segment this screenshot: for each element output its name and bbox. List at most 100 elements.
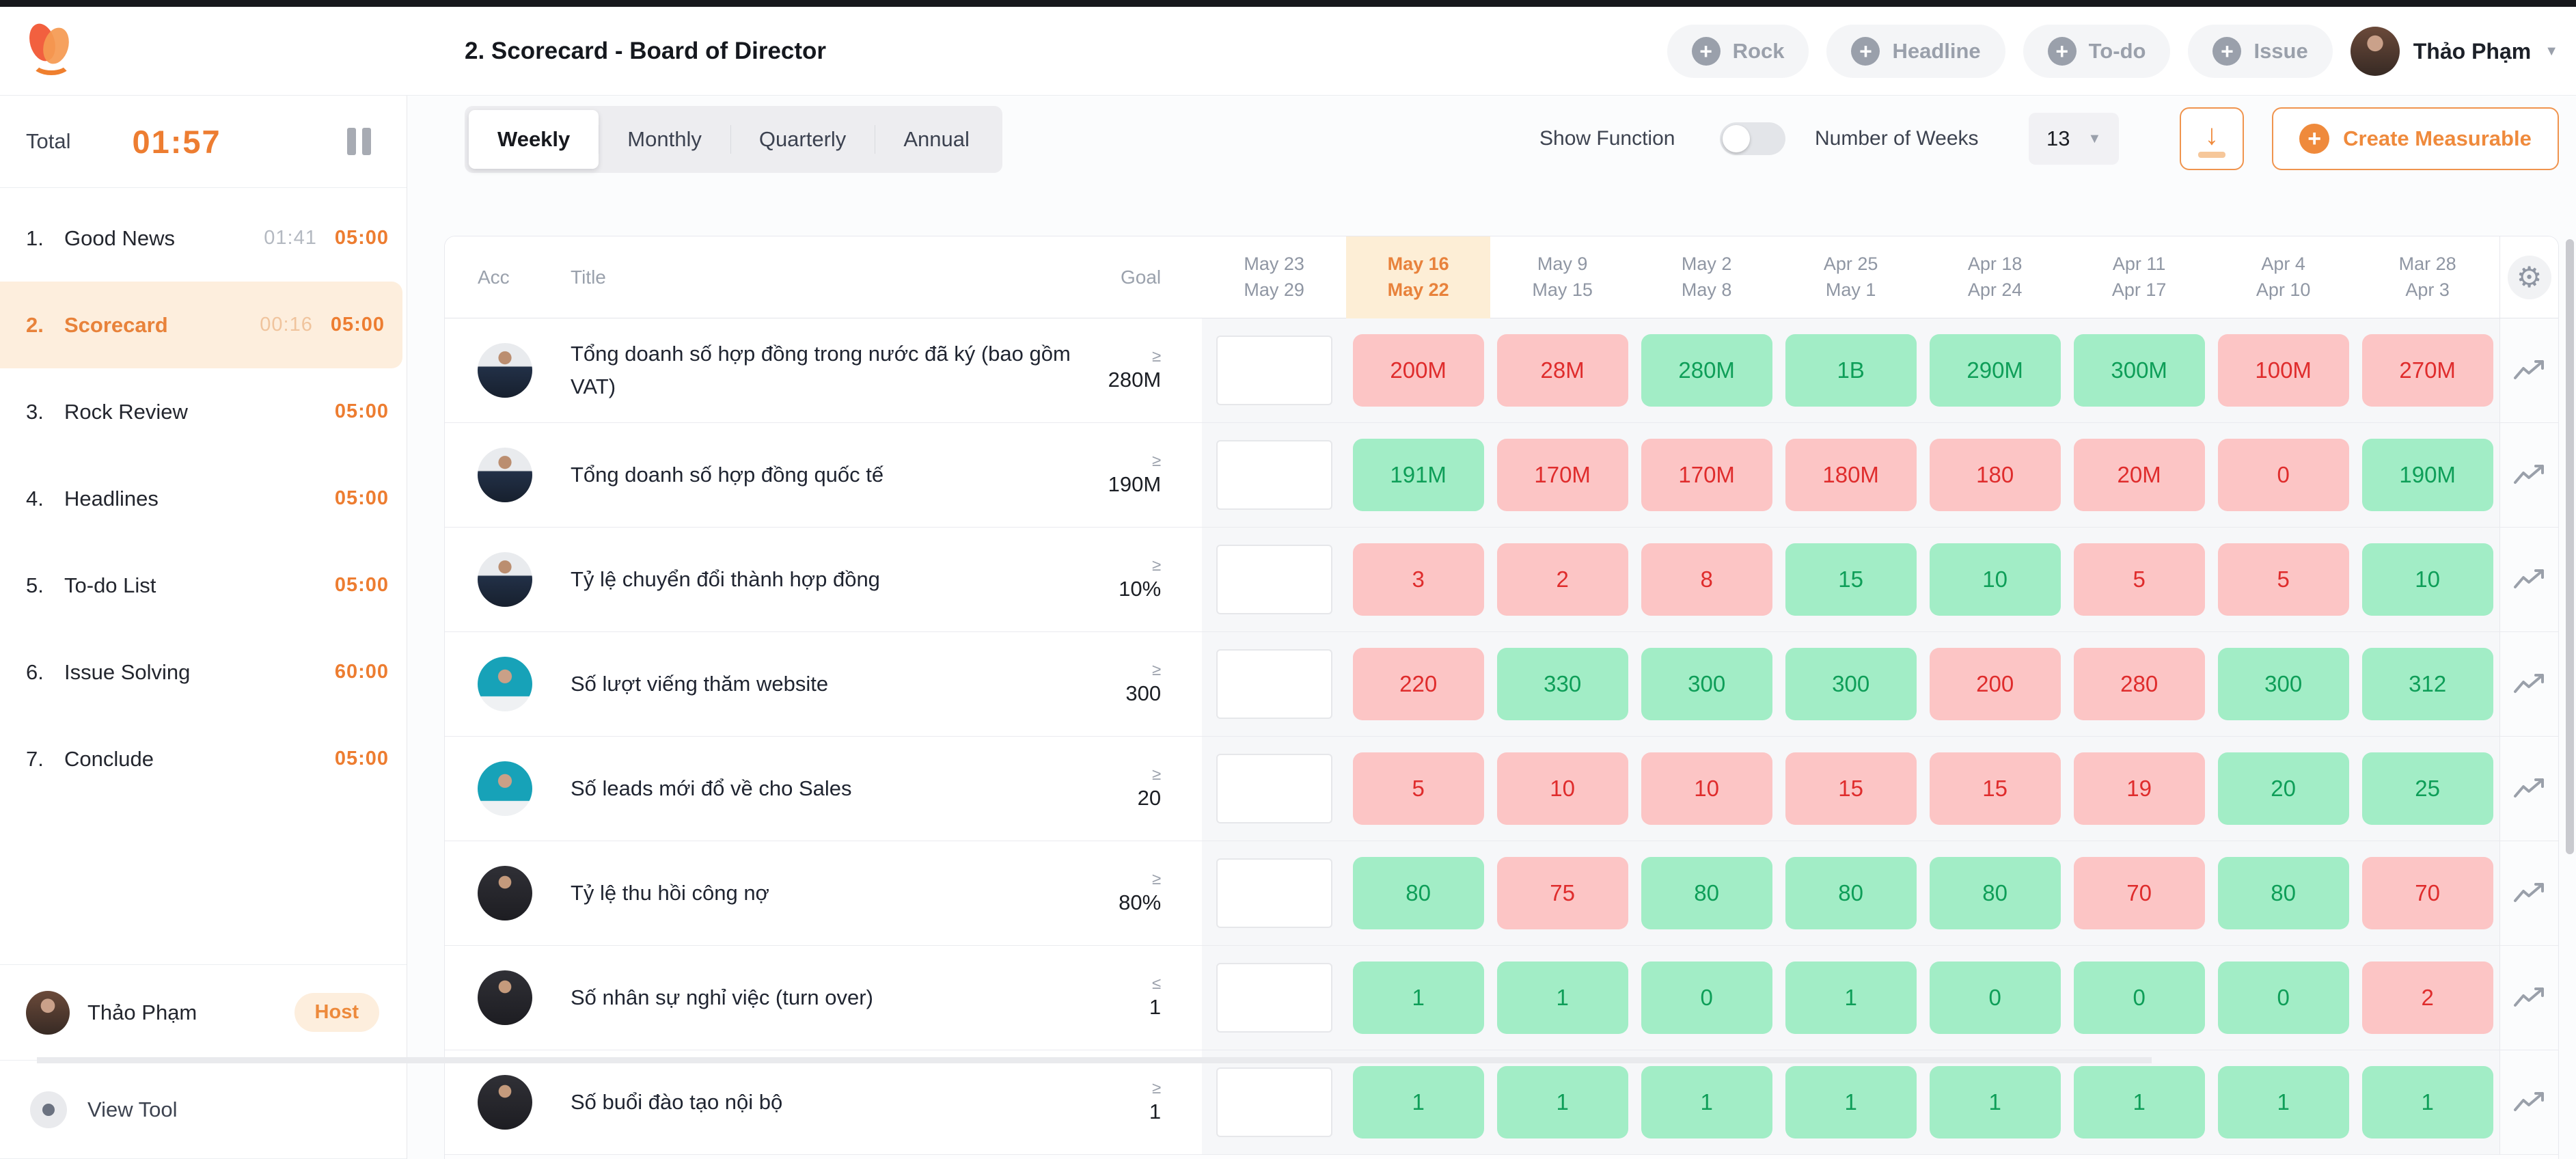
score-input[interactable] xyxy=(1216,440,1332,510)
score-cell[interactable]: 330 xyxy=(1496,648,1628,720)
score-cell[interactable]: 300M xyxy=(2073,334,2205,407)
score-cell[interactable]: 191M xyxy=(1352,439,1484,511)
score-cell[interactable]: 300 xyxy=(1785,648,1917,720)
trend-chart-icon[interactable] xyxy=(2513,776,2546,801)
score-cell[interactable]: 0 xyxy=(2217,439,2349,511)
score-cell[interactable]: 20M xyxy=(2073,439,2205,511)
download-button[interactable]: ↓ xyxy=(2180,107,2244,170)
score-cell[interactable]: 0 xyxy=(1929,962,2061,1034)
agenda-item-good-news[interactable]: 1. Good News 01:41 05:00 xyxy=(0,195,407,282)
user-menu[interactable]: Thảo Phạm ▼ xyxy=(2350,27,2558,76)
score-input[interactable] xyxy=(1216,545,1332,614)
agenda-item-scorecard[interactable]: 2. Scorecard 00:16 05:00 xyxy=(0,282,402,368)
owner-avatar[interactable] xyxy=(478,448,532,502)
score-cell[interactable]: 25 xyxy=(2361,752,2493,825)
score-cell[interactable]: 80 xyxy=(1641,857,1772,929)
owner-avatar[interactable] xyxy=(478,866,532,921)
score-cell[interactable]: 70 xyxy=(2361,857,2493,929)
score-cell[interactable]: 1 xyxy=(1641,1066,1772,1138)
tab-monthly[interactable]: Monthly xyxy=(599,110,730,169)
score-cell[interactable]: 15 xyxy=(1785,543,1917,616)
score-input[interactable] xyxy=(1216,1067,1332,1137)
table-scroll-band[interactable] xyxy=(37,1057,2152,1063)
vertical-scrollbar[interactable] xyxy=(2566,239,2574,854)
score-cell[interactable]: 290M xyxy=(1929,334,2061,407)
score-cell[interactable]: 280 xyxy=(2073,648,2205,720)
trend-chart-icon[interactable] xyxy=(2513,358,2546,383)
measurable-title[interactable]: Tổng doanh số hợp đồng quốc tế xyxy=(571,462,884,487)
score-cell[interactable]: 1 xyxy=(2073,1066,2205,1138)
measurable-title[interactable]: Tỷ lệ chuyển đổi thành hợp đồng xyxy=(571,567,880,591)
show-function-toggle[interactable] xyxy=(1720,122,1785,155)
score-cell[interactable]: 1 xyxy=(2217,1066,2349,1138)
trend-chart-icon[interactable] xyxy=(2513,1090,2546,1115)
number-of-weeks-select[interactable]: 13 ▼ xyxy=(2029,113,2120,165)
view-tool-button[interactable]: View Tool xyxy=(0,1060,407,1159)
score-cell[interactable]: 0 xyxy=(2217,962,2349,1034)
week-column-header[interactable]: Apr 11 Apr 17 xyxy=(2111,254,2167,300)
score-cell[interactable]: 180 xyxy=(1929,439,2061,511)
measurable-title[interactable]: Số leads mới đổ về cho Sales xyxy=(571,776,852,800)
score-cell[interactable]: 180M xyxy=(1785,439,1917,511)
score-cell[interactable]: 1 xyxy=(1352,1066,1484,1138)
score-cell[interactable]: 0 xyxy=(1641,962,1772,1034)
score-input[interactable] xyxy=(1216,649,1332,719)
score-cell[interactable]: 170M xyxy=(1641,439,1772,511)
week-column-header[interactable]: May 9 May 15 xyxy=(1532,254,1593,300)
score-cell[interactable]: 5 xyxy=(2073,543,2205,616)
score-cell[interactable]: 28M xyxy=(1496,334,1628,407)
score-cell[interactable]: 80 xyxy=(1929,857,2061,929)
measurable-title[interactable]: Tổng doanh số hợp đồng trong nước đã ký … xyxy=(571,341,1071,398)
score-cell[interactable]: 3 xyxy=(1352,543,1484,616)
score-cell[interactable]: 1 xyxy=(2361,1066,2493,1138)
table-settings-button[interactable]: ⚙ xyxy=(2507,255,2551,299)
score-input[interactable] xyxy=(1216,336,1332,405)
score-cell[interactable]: 1 xyxy=(1929,1066,2061,1138)
week-column-header[interactable]: May 2 May 8 xyxy=(1681,254,1732,300)
score-cell[interactable]: 10 xyxy=(1496,752,1628,825)
agenda-item-rock-review[interactable]: 3. Rock Review 05:00 xyxy=(0,368,407,455)
owner-avatar[interactable] xyxy=(478,343,532,398)
tab-weekly[interactable]: Weekly xyxy=(469,110,599,169)
week-column-header[interactable]: May 23 May 29 xyxy=(1244,254,1304,300)
score-cell[interactable]: 300 xyxy=(1641,648,1772,720)
score-cell[interactable]: 220 xyxy=(1352,648,1484,720)
score-cell[interactable]: 1 xyxy=(1496,962,1628,1034)
score-cell[interactable]: 5 xyxy=(2217,543,2349,616)
score-cell[interactable]: 100M xyxy=(2217,334,2349,407)
score-cell[interactable]: 5 xyxy=(1352,752,1484,825)
score-cell[interactable]: 80 xyxy=(1785,857,1917,929)
trend-chart-icon[interactable] xyxy=(2513,463,2546,487)
score-cell[interactable]: 2 xyxy=(2361,962,2493,1034)
score-cell[interactable]: 280M xyxy=(1641,334,1772,407)
score-cell[interactable]: 2 xyxy=(1496,543,1628,616)
week-column-header[interactable]: Mar 28 Apr 3 xyxy=(2398,254,2456,300)
header-add-issue-button[interactable]: + Issue xyxy=(2188,25,2333,78)
app-logo-icon[interactable] xyxy=(25,21,78,79)
score-cell[interactable]: 1 xyxy=(1496,1066,1628,1138)
measurable-title[interactable]: Số nhân sự nghỉ việc (turn over) xyxy=(571,985,873,1009)
score-cell[interactable]: 1 xyxy=(1785,962,1917,1034)
score-input[interactable] xyxy=(1216,754,1332,823)
user-avatar[interactable] xyxy=(2350,27,2400,76)
score-cell[interactable]: 200M xyxy=(1352,334,1484,407)
score-cell[interactable]: 1 xyxy=(1785,1066,1917,1138)
trend-chart-icon[interactable] xyxy=(2513,881,2546,905)
score-cell[interactable]: 15 xyxy=(1785,752,1917,825)
score-cell[interactable]: 170M xyxy=(1496,439,1628,511)
score-cell[interactable]: 10 xyxy=(2361,543,2493,616)
tab-quarterly[interactable]: Quarterly xyxy=(730,110,875,169)
score-input[interactable] xyxy=(1216,858,1332,928)
measurable-title[interactable]: Số lượt viếng thăm website xyxy=(571,671,829,696)
score-cell[interactable]: 15 xyxy=(1929,752,2061,825)
score-cell[interactable]: 19 xyxy=(2073,752,2205,825)
owner-avatar[interactable] xyxy=(478,1075,532,1130)
tab-annual[interactable]: Annual xyxy=(875,110,998,169)
create-measurable-button[interactable]: + Create Measurable xyxy=(2272,107,2559,170)
score-cell[interactable]: 10 xyxy=(1641,752,1772,825)
participant-row[interactable]: Thảo Phạm Host xyxy=(0,964,407,1060)
trend-chart-icon[interactable] xyxy=(2513,672,2546,696)
header-add-headline-button[interactable]: + Headline xyxy=(1826,25,2005,78)
score-cell[interactable]: 80 xyxy=(2217,857,2349,929)
score-cell[interactable]: 8 xyxy=(1641,543,1772,616)
